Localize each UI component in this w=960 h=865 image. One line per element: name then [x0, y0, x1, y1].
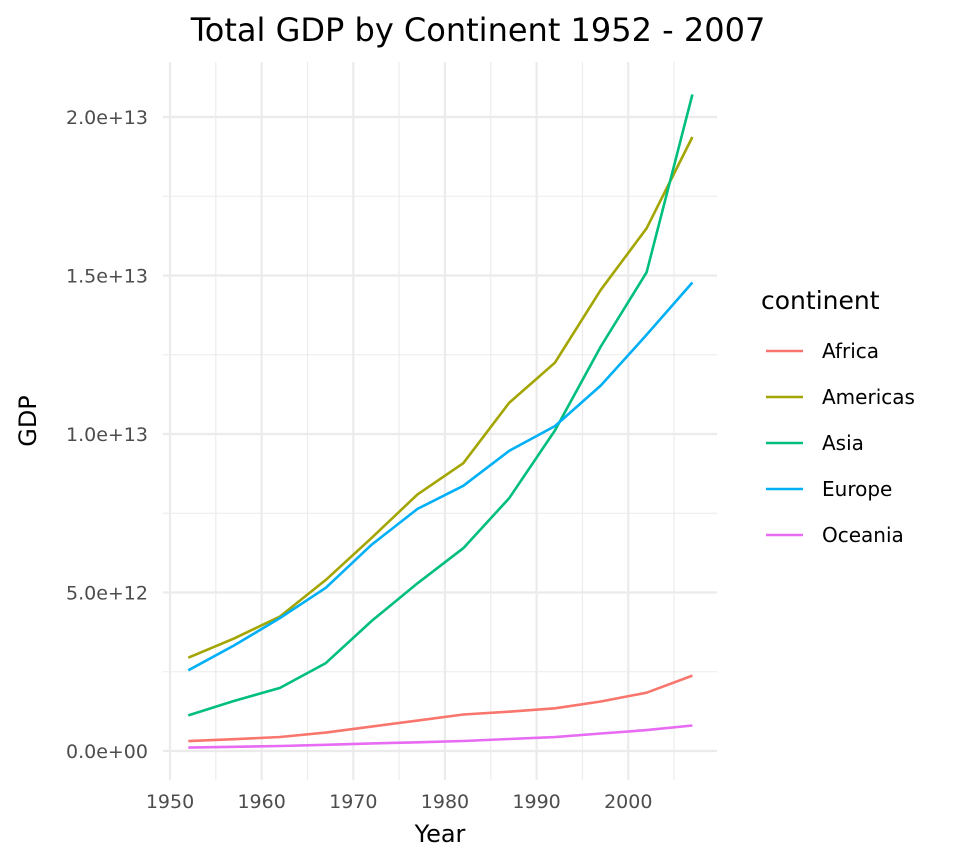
legend: continent Africa Americas Asia Europe Oceani… [761, 286, 915, 547]
x-tick-label: 2000 [604, 791, 652, 813]
chart-title: Total GDP by Continent 1952 - 2007 [190, 11, 766, 49]
legend-label-oceania: Oceania [822, 523, 904, 547]
series-line-asia [187, 94, 694, 717]
x-tick-label: 1990 [512, 791, 560, 813]
legend-label-americas: Americas [822, 385, 915, 409]
y-tick-label: 1.0e+13 [66, 424, 148, 446]
legend-label-africa: Africa [822, 339, 879, 363]
x-axis: 1950 1960 1970 1980 1990 2000 [146, 791, 653, 813]
series-lines [187, 94, 694, 749]
x-tick-label: 1980 [421, 791, 469, 813]
y-tick-label: 0.0e+00 [66, 741, 148, 763]
x-tick-label: 1970 [329, 791, 377, 813]
y-axis: 0.0e+00 5.0e+12 1.0e+13 1.5e+13 2.0e+13 [66, 107, 148, 763]
grid [163, 62, 717, 780]
series-line-europe [187, 281, 694, 672]
series-line-africa [188, 674, 693, 743]
x-tick-label: 1960 [237, 791, 285, 813]
legend-label-asia: Asia [822, 431, 864, 455]
legend-title: continent [761, 286, 880, 315]
y-tick-label: 1.5e+13 [66, 266, 148, 288]
legend-label-europe: Europe [822, 477, 892, 501]
y-tick-label: 5.0e+12 [66, 583, 148, 605]
x-tick-label: 1950 [146, 791, 194, 813]
series-line-americas [187, 136, 694, 659]
y-axis-label: GDP [14, 395, 42, 447]
x-axis-label: Year [414, 820, 466, 848]
series-line-oceania [188, 724, 693, 749]
y-tick-label: 2.0e+13 [66, 107, 148, 129]
